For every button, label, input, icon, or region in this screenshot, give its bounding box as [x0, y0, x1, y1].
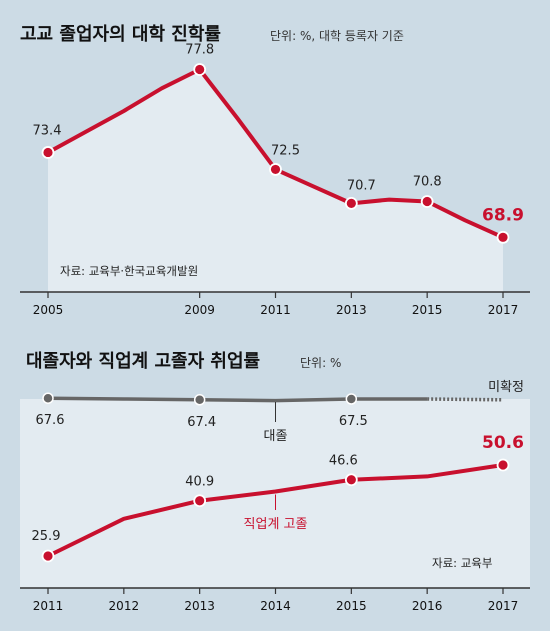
chart2-tick-label-2016: 2016 — [412, 599, 443, 613]
chart1-point-2017 — [496, 230, 510, 244]
chart1-label-2009: 77.8 — [185, 42, 214, 57]
chart2-tick-label-2017: 2017 — [488, 599, 519, 613]
chart2-series-grey-line — [47, 396, 428, 403]
chart2-grey-label-2015: 67.5 — [339, 414, 368, 429]
chart1-tick-label-2009: 2009 — [184, 303, 215, 317]
chart1-tick-label-2015: 2015 — [412, 303, 443, 317]
chart1-label-2011: 72.5 — [271, 143, 300, 158]
chart1-label-2017: 68.9 — [482, 205, 524, 225]
chart1-tick-label-2011: 2011 — [260, 303, 291, 317]
chart2-series-grey-dashed — [427, 397, 504, 402]
chart2-red-label-2017: 50.6 — [482, 433, 524, 453]
chart1-label-2005: 73.4 — [33, 123, 62, 138]
chart2-grey-point-2015 — [345, 393, 358, 405]
chart1-title: 고교 졸업자의 대학 진학률 — [20, 23, 221, 45]
chart1-label-2015: 70.8 — [413, 174, 442, 189]
chart2-source: 자료: 교육부 — [432, 556, 492, 570]
chart1-point-2015 — [420, 195, 434, 208]
chart1-tick-label-2017: 2017 — [488, 303, 519, 317]
chart2-title: 대졸자와 직업계 고졸자 취업률 — [26, 351, 260, 372]
chart2-pending-label: 미확정 — [488, 380, 524, 395]
chart1-area — [48, 69, 503, 292]
chart2-red-label-2013: 40.9 — [185, 475, 214, 490]
chart1-point-2005 — [41, 146, 55, 159]
chart1-source: 자료: 교육부·한국교육개발원 — [60, 264, 198, 278]
chart1-point-2011 — [269, 163, 282, 176]
chart1-tick-label-2005: 2005 — [33, 303, 64, 317]
chart2-tick-label-2014: 2014 — [260, 599, 291, 613]
chart1-tick-label-2013: 2013 — [336, 303, 367, 317]
chart2-red-label-2011: 25.9 — [32, 529, 61, 544]
chart2-red-label-2015: 46.6 — [329, 454, 358, 469]
chart2-grey-label-2011: 67.6 — [36, 413, 65, 428]
chart1-point-2013 — [344, 196, 358, 210]
chart2-grey-point-2011 — [42, 392, 54, 404]
chart1-point-2009 — [193, 63, 207, 76]
chart2-red-point-2011 — [41, 549, 55, 563]
chart1-unit: 단위: %, 대학 등록자 기준 — [270, 29, 404, 43]
chart2-grey-label-2013: 67.4 — [187, 415, 216, 430]
chart1-label-2013: 70.7 — [347, 178, 376, 193]
chart2-red-point-2015 — [344, 473, 358, 487]
chart2-red-point-2013 — [193, 494, 207, 508]
chart2-tick-label-2015: 2015 — [336, 599, 367, 613]
chart2-series-red-line — [46, 463, 505, 558]
chart2-grey-series-name: 대졸 — [264, 429, 288, 444]
chart1-series-line — [46, 67, 505, 240]
chart2-red-series-name: 직업계 고졸 — [244, 517, 308, 532]
chart2-grey-point-2013 — [193, 394, 206, 406]
chart2-unit: 단위: % — [300, 356, 341, 370]
chart2-red-point-2017 — [496, 458, 510, 472]
chart2-tick-label-2012: 2012 — [109, 599, 140, 613]
chart2-tick-label-2013: 2013 — [184, 599, 215, 613]
chart2-tick-label-2011: 2011 — [33, 599, 64, 613]
